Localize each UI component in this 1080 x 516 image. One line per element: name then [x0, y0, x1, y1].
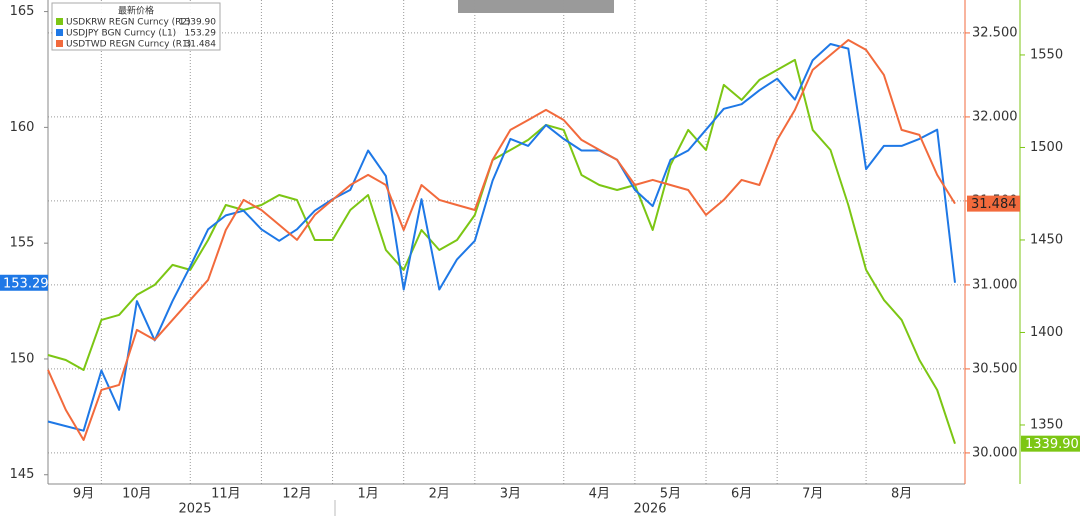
year-label: 2025	[178, 502, 211, 516]
x-tick-label: 6月	[731, 487, 752, 502]
last-value-label: 153.29	[3, 276, 49, 291]
x-tick-label: 7月	[802, 487, 823, 502]
x-tick-label: 2月	[429, 487, 450, 502]
year-label: 2026	[633, 502, 666, 516]
x-tick-label: 12月	[282, 487, 312, 502]
x-tick-label: 4月	[589, 487, 610, 502]
legend-title: 最新价格	[118, 5, 154, 17]
x-tick-label: 5月	[660, 487, 681, 502]
y-tick-label: 145	[10, 467, 35, 482]
x-tick-label: 9月	[73, 487, 94, 502]
legend-label: USDTWD REGN Curncy (R1)	[66, 40, 191, 50]
y3-tick-label: 1350	[1030, 417, 1063, 432]
y-tick-label: 160	[10, 120, 35, 135]
y3-tick-label: 1500	[1030, 140, 1063, 155]
y3-tick-label: 1450	[1030, 232, 1063, 247]
x-tick-label: 11月	[211, 487, 241, 502]
x-tick-label: 3月	[500, 487, 521, 502]
y-tick-label: 165	[10, 4, 35, 19]
y2-tick-label: 31.000	[972, 277, 1018, 292]
legend-label: USDJPY BGN Curncy (L1)	[66, 29, 176, 39]
toolbar-bar	[458, 0, 614, 13]
last-value-label: 31.484	[971, 197, 1017, 212]
toolbar	[458, 0, 614, 13]
legend-label: USDKRW REGN Curncy (R2)	[66, 18, 191, 28]
legend-box	[51, 2, 221, 51]
y3-tick-label: 1550	[1030, 47, 1063, 62]
y2-tick-label: 32.500	[972, 25, 1018, 40]
y-tick-label: 150	[10, 351, 35, 366]
legend-value: 153.29	[185, 29, 217, 39]
legend-value: 1339.90	[179, 18, 216, 28]
x-tick-label: 8月	[891, 487, 912, 502]
y2-tick-label: 30.000	[972, 445, 1018, 460]
y-tick-label: 155	[10, 236, 35, 251]
y2-tick-label: 32.000	[972, 109, 1018, 124]
series-line	[47, 39, 956, 441]
legend-swatch	[56, 29, 63, 36]
legend-swatch	[56, 18, 63, 25]
series-line	[47, 58, 956, 445]
legend-value: 31.484	[185, 40, 217, 50]
y3-tick-label: 1400	[1030, 325, 1063, 340]
x-tick-label: 1月	[357, 487, 378, 502]
last-value-tag	[0, 274, 48, 291]
last-value-tag	[967, 195, 1020, 212]
series-line	[47, 43, 956, 432]
last-value-tag	[1021, 435, 1080, 452]
x-tick-label: 10月	[122, 487, 152, 502]
legend-swatch	[56, 40, 63, 47]
last-value-label: 1339.90	[1025, 437, 1079, 452]
y2-tick-label: 30.500	[972, 361, 1018, 376]
